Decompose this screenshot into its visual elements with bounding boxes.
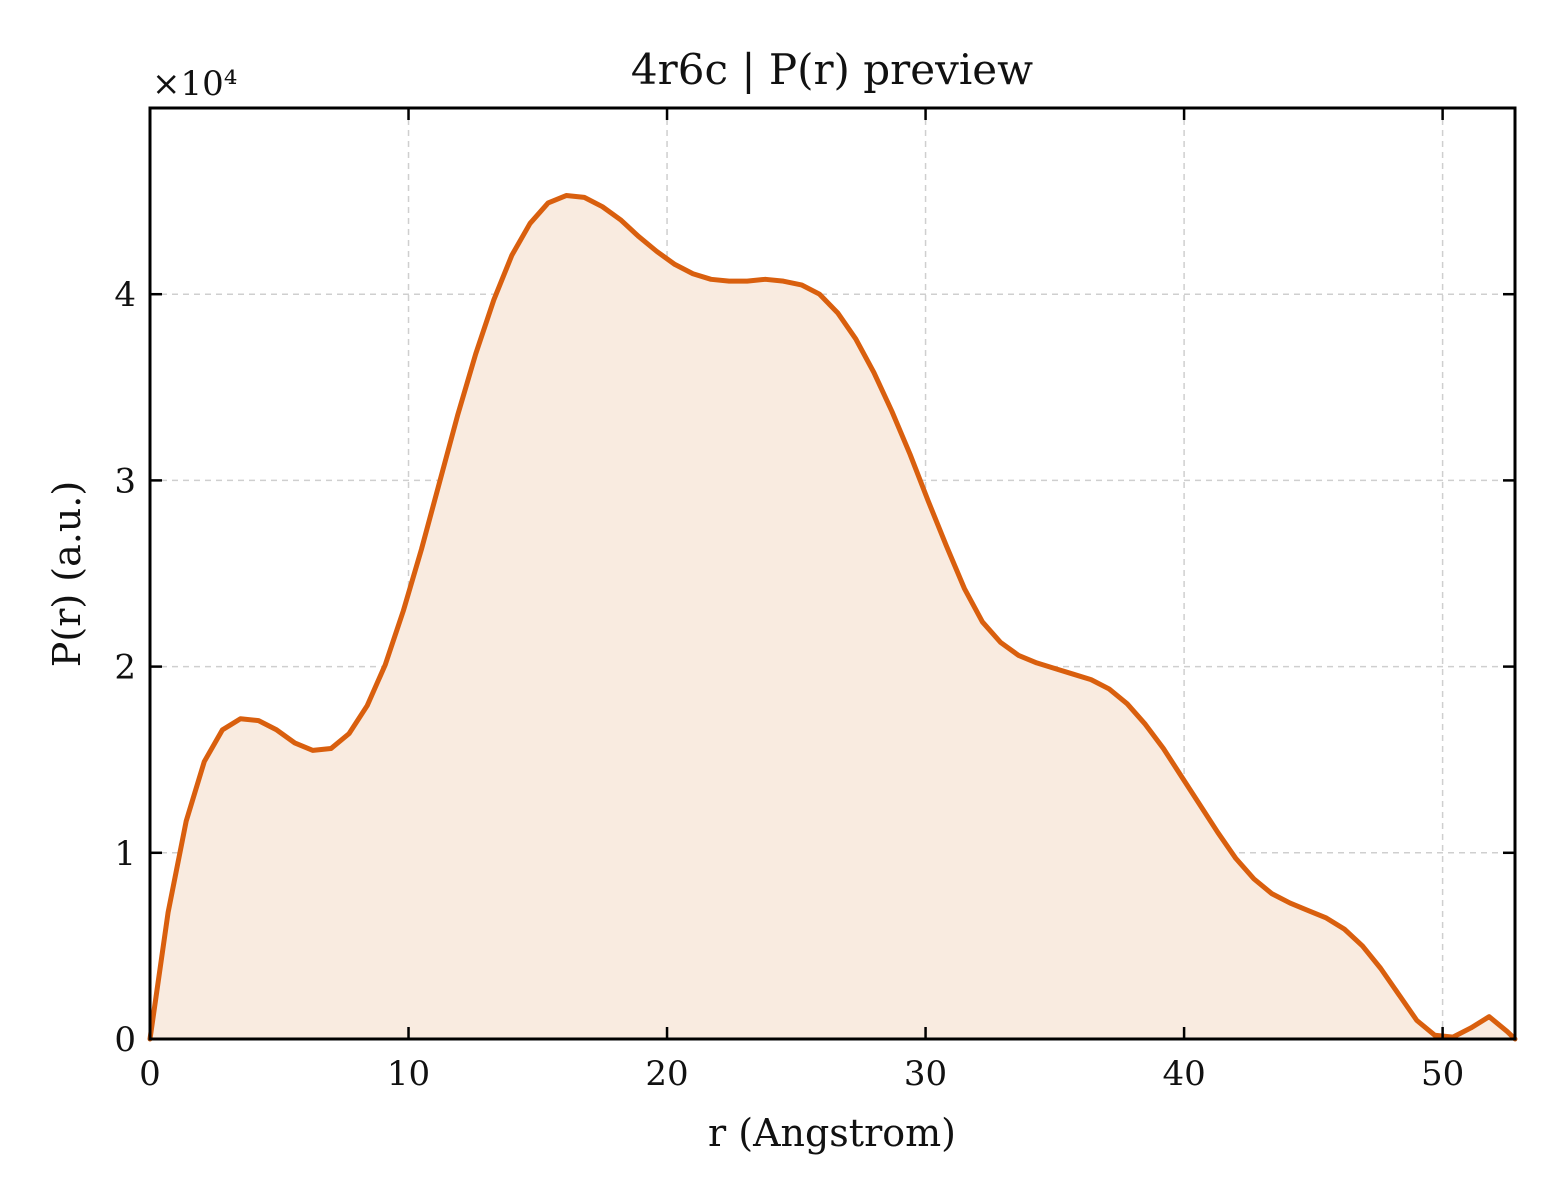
y-tick-label: 1 <box>114 834 136 874</box>
x-tick-label: 0 <box>139 1054 161 1094</box>
ticks <box>148 108 1515 1041</box>
series-line <box>147 193 1518 1042</box>
y-tick-label: 2 <box>114 648 136 688</box>
x-tick-label: 50 <box>1421 1054 1464 1094</box>
y-axis-label: P(r) (a.u.) <box>45 481 89 667</box>
y-tick-label: 3 <box>114 461 136 501</box>
area-fill <box>150 195 1515 1039</box>
chart-title: 4r6c | P(r) preview <box>631 45 1033 94</box>
plot-frame <box>148 106 1517 1041</box>
tick-labels: 0 10 20 30 40 50 0 1 2 3 4 <box>114 275 1464 1094</box>
x-tick-label: 40 <box>1162 1054 1205 1094</box>
x-tick-label: 20 <box>645 1054 688 1094</box>
y-tick-label: 0 <box>114 1020 136 1060</box>
x-tick-label: 10 <box>387 1054 430 1094</box>
y-tick-label: 4 <box>114 275 136 315</box>
x-tick-label: 30 <box>904 1054 947 1094</box>
y-axis-multiplier: ×10⁴ <box>152 64 237 104</box>
x-axis-label: r (Angstrom) <box>708 1111 956 1155</box>
